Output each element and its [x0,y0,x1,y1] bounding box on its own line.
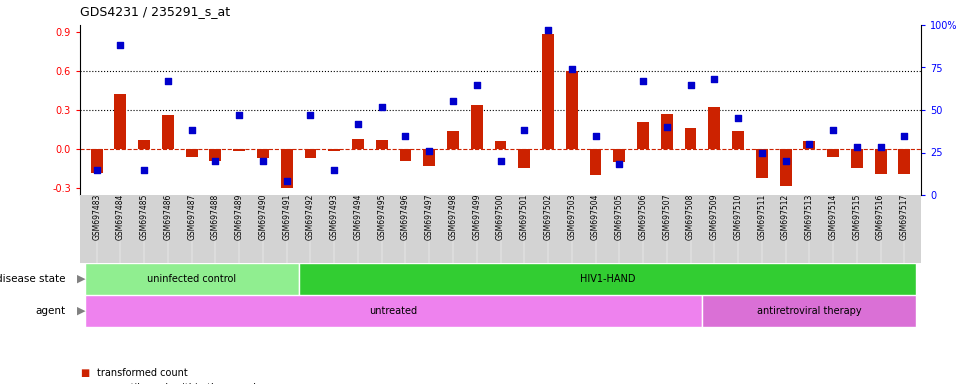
Point [849,144,865,151]
Text: HIV1-HAND: HIV1-HAND [580,274,636,284]
Point [683,81,698,88]
Bar [702,295,916,327]
Point [469,81,485,88]
Bar [495,141,506,149]
Bar [138,140,150,149]
Point [160,78,176,84]
Bar [685,128,696,149]
Text: ▶: ▶ [77,306,86,316]
Point [873,144,889,151]
Bar [851,149,863,167]
Bar [162,115,174,149]
Bar [566,71,578,149]
Point [113,42,128,48]
Bar [827,149,839,157]
Bar [874,149,887,174]
Point [445,98,461,104]
Point [255,158,270,164]
Bar [91,149,102,173]
Point [208,158,223,164]
Point [421,148,437,154]
Text: GDS4231 / 235291_s_at: GDS4231 / 235291_s_at [80,5,230,18]
Point [493,158,508,164]
Bar [85,263,298,295]
Text: disease state: disease state [0,274,66,284]
Bar [185,149,198,157]
Bar [376,140,387,149]
Point [517,127,532,134]
Bar [447,131,459,149]
Bar [85,295,702,327]
Point [564,66,580,72]
Bar [898,149,910,174]
Bar [613,149,625,162]
Bar [281,149,293,189]
Point [802,141,817,147]
Bar [423,149,435,166]
Bar [661,114,672,149]
Point [659,124,674,130]
Point [636,78,651,84]
Point [184,127,199,134]
Point [232,112,247,118]
Point [896,132,912,139]
Bar [755,149,768,178]
Point [587,132,603,139]
Bar [298,263,916,295]
Point [754,149,770,156]
Bar [542,34,554,149]
Point [540,27,555,33]
Text: untreated: untreated [370,306,417,316]
Text: ■: ■ [80,368,89,378]
Bar [328,149,340,151]
Point [611,161,627,167]
Bar [589,149,602,175]
Point [136,166,152,172]
Bar [210,149,221,161]
Bar [638,122,649,149]
Text: antiretroviral therapy: antiretroviral therapy [757,306,862,316]
Text: ▶: ▶ [77,274,86,284]
Point [398,132,413,139]
Point [279,178,295,184]
Bar [519,149,530,167]
Bar [233,149,245,151]
Point [374,104,389,110]
Point [825,127,840,134]
Bar [780,149,791,186]
Text: uninfected control: uninfected control [147,274,237,284]
Bar [257,149,269,158]
Bar [708,108,721,149]
Bar [732,131,744,149]
Bar [114,94,127,149]
Bar [400,149,412,161]
Point [778,158,793,164]
Bar [352,139,364,149]
Point [351,121,366,127]
Bar [804,141,815,149]
Text: agent: agent [36,306,66,316]
Point [302,112,318,118]
Point [89,166,104,172]
Text: transformed count: transformed count [98,368,188,378]
Point [327,166,342,172]
Bar [470,105,483,149]
Point [730,116,746,122]
Point [706,76,722,83]
Bar [304,149,317,158]
